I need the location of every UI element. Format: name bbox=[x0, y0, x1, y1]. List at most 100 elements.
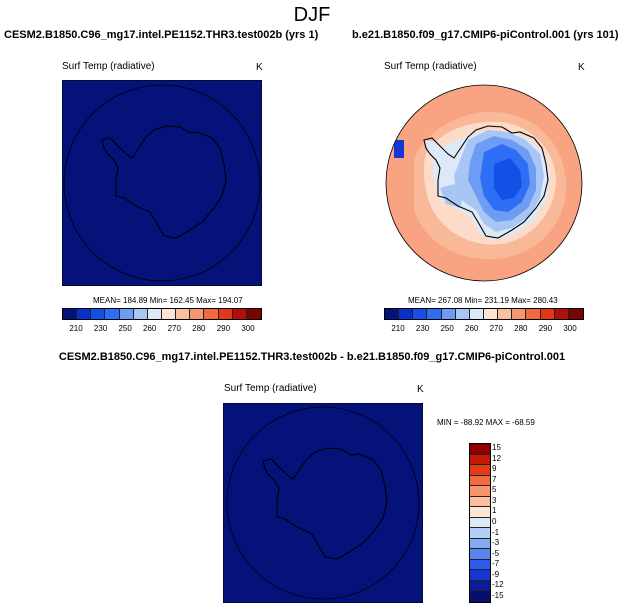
test-map-field bbox=[62, 80, 262, 286]
test-unit-label: K bbox=[256, 62, 263, 73]
diff-colorbar-tick-label: 5 bbox=[492, 485, 497, 495]
diff-colorbar bbox=[469, 443, 491, 603]
diff-colorbar-swatch bbox=[470, 454, 490, 466]
test-colorbar-swatch bbox=[105, 309, 120, 319]
test-colorbar-swatch bbox=[176, 309, 191, 319]
control-colorbar-swatch bbox=[568, 309, 583, 319]
control-unit-label: K bbox=[578, 62, 585, 73]
control-variable-label: Surf Temp (radiative) bbox=[384, 61, 477, 72]
control-peninsula-patch bbox=[424, 140, 442, 160]
test-colorbar-tick-label: 270 bbox=[167, 324, 181, 333]
control-colorbar-ticks: 210 230 250 260 270 280 290 300 bbox=[384, 324, 584, 336]
control-colorbar-swatch bbox=[469, 309, 484, 319]
control-polar-map bbox=[385, 84, 583, 282]
control-colorbar-swatch bbox=[483, 309, 499, 319]
control-colorbar-swatch bbox=[540, 309, 555, 319]
control-colorbar bbox=[384, 308, 584, 320]
diff-variable-label: Surf Temp (radiative) bbox=[224, 383, 317, 394]
control-colorbar-swatch bbox=[385, 309, 400, 319]
control-colorbar-tick-label: 230 bbox=[415, 324, 430, 333]
diff-colorbar-tick-label: 3 bbox=[492, 495, 497, 505]
diff-colorbar-swatch bbox=[470, 517, 490, 529]
diff-title: CESM2.B1850.C96_mg17.intel.PE1152.THR3.t… bbox=[58, 351, 566, 363]
diff-colorbar-swatch bbox=[470, 591, 490, 602]
diff-colorbar-tick-label: 1 bbox=[492, 506, 497, 516]
test-variable-label: Surf Temp (radiative) bbox=[62, 61, 155, 72]
control-colorbar-swatch bbox=[554, 309, 569, 319]
control-colorbar-tick-label: 270 bbox=[489, 324, 503, 333]
test-map-boundary-circle bbox=[63, 84, 261, 282]
control-colorbar-swatch bbox=[441, 309, 456, 319]
diff-unit-label: K bbox=[417, 384, 424, 395]
diff-colorbar-tick-label: 15 bbox=[492, 443, 501, 453]
test-colorbar-swatch bbox=[204, 309, 219, 319]
control-colorbar-tick-label: 250 bbox=[440, 324, 454, 333]
control-case-title: b.e21.B1850.f09_g17.CMIP6-piControl.001 … bbox=[352, 29, 619, 41]
test-colorbar-swatch bbox=[63, 309, 78, 319]
control-antarctica-coastline bbox=[423, 125, 549, 239]
control-stats: MEAN= 267.08 Min= 231.19 Max= 280.43 bbox=[408, 296, 558, 305]
test-colorbar-tick-label: 280 bbox=[192, 324, 206, 333]
test-colorbar-swatch bbox=[77, 309, 92, 319]
test-colorbar-swatch bbox=[190, 309, 205, 319]
diff-colorbar-swatch bbox=[470, 580, 490, 592]
diff-colorbar-tick-label: 9 bbox=[492, 464, 497, 474]
diff-colorbar-tick-label: 12 bbox=[492, 453, 501, 463]
diff-map-boundary-circle bbox=[226, 406, 420, 600]
diff-colorbar-swatch bbox=[470, 486, 490, 497]
test-antarctica-coastline bbox=[101, 125, 227, 239]
diff-colorbar-swatch bbox=[470, 465, 490, 476]
diff-colorbar-swatch bbox=[470, 538, 490, 550]
diff-colorbar-swatch bbox=[470, 507, 490, 518]
test-colorbar-ticks: 210 230 250 260 270 280 290 300 bbox=[62, 324, 262, 336]
control-colorbar-swatch bbox=[427, 309, 442, 319]
test-colorbar-tick-label: 230 bbox=[93, 324, 108, 333]
page-title: DJF bbox=[293, 4, 331, 26]
control-colorbar-tick-label: 260 bbox=[465, 324, 479, 333]
test-colorbar-swatch bbox=[91, 309, 106, 319]
diff-colorbar-tick-label: -7 bbox=[492, 559, 500, 569]
diff-colorbar-swatch bbox=[470, 570, 490, 581]
control-colorbar-swatch bbox=[399, 309, 414, 319]
control-colorbar-swatch bbox=[498, 309, 513, 319]
diff-colorbar-tick-label: -3 bbox=[492, 538, 500, 548]
test-colorbar-swatch bbox=[161, 309, 177, 319]
control-colorbar-tick-label: 280 bbox=[514, 324, 528, 333]
diff-colorbar-swatch bbox=[470, 528, 490, 539]
test-colorbar-swatch bbox=[147, 309, 162, 319]
diff-antarctica-coastline bbox=[262, 447, 388, 560]
diff-colorbar-swatch bbox=[470, 496, 490, 508]
diff-map-field bbox=[223, 403, 423, 603]
test-colorbar-swatch bbox=[133, 309, 148, 319]
test-colorbar-swatch bbox=[119, 309, 134, 319]
test-colorbar-swatch bbox=[218, 309, 233, 319]
control-colorbar-swatch bbox=[526, 309, 541, 319]
diff-colorbar-tick-label: -9 bbox=[492, 569, 500, 579]
diff-polar-map bbox=[223, 403, 423, 603]
control-colorbar-swatch bbox=[512, 309, 527, 319]
diff-colorbar-swatch bbox=[470, 444, 490, 455]
test-colorbar-swatch bbox=[232, 309, 247, 319]
diff-colorbar-swatch bbox=[470, 475, 490, 487]
test-colorbar-tick-label: 250 bbox=[118, 324, 132, 333]
test-polar-map bbox=[62, 80, 262, 286]
test-colorbar-tick-label: 290 bbox=[216, 324, 231, 333]
diff-colorbar-swatch bbox=[470, 559, 490, 571]
diff-colorbar-tick-label: -1 bbox=[492, 527, 500, 537]
control-ice-sheet-peak bbox=[494, 158, 522, 200]
control-ocean-cold-cell bbox=[394, 140, 404, 158]
control-map-boundary-circle bbox=[385, 84, 583, 282]
control-colorbar-tick-label: 210 bbox=[391, 324, 405, 333]
diff-colorbar-tick-label: -12 bbox=[492, 580, 504, 590]
diff-colorbar-tick-label: -5 bbox=[492, 548, 500, 558]
control-colorbar-tick-label: 300 bbox=[563, 324, 577, 333]
diff-colorbar-ticks: 15 12 9 7 5 3 1 0 -1 -3 -5 -7 -9 -12 -15 bbox=[492, 443, 522, 603]
diff-stats: MIN = -88.92 MAX = -68.59 bbox=[437, 418, 535, 427]
control-west-antarctica-patch bbox=[440, 184, 464, 208]
test-colorbar-tick-label: 260 bbox=[143, 324, 157, 333]
diff-colorbar-swatch bbox=[470, 549, 490, 560]
test-colorbar-swatch bbox=[246, 309, 261, 319]
control-colorbar-swatch bbox=[413, 309, 428, 319]
test-stats: MEAN= 184.89 Min= 162.45 Max= 194.07 bbox=[93, 296, 243, 305]
diff-colorbar-tick-label: 0 bbox=[492, 517, 497, 526]
